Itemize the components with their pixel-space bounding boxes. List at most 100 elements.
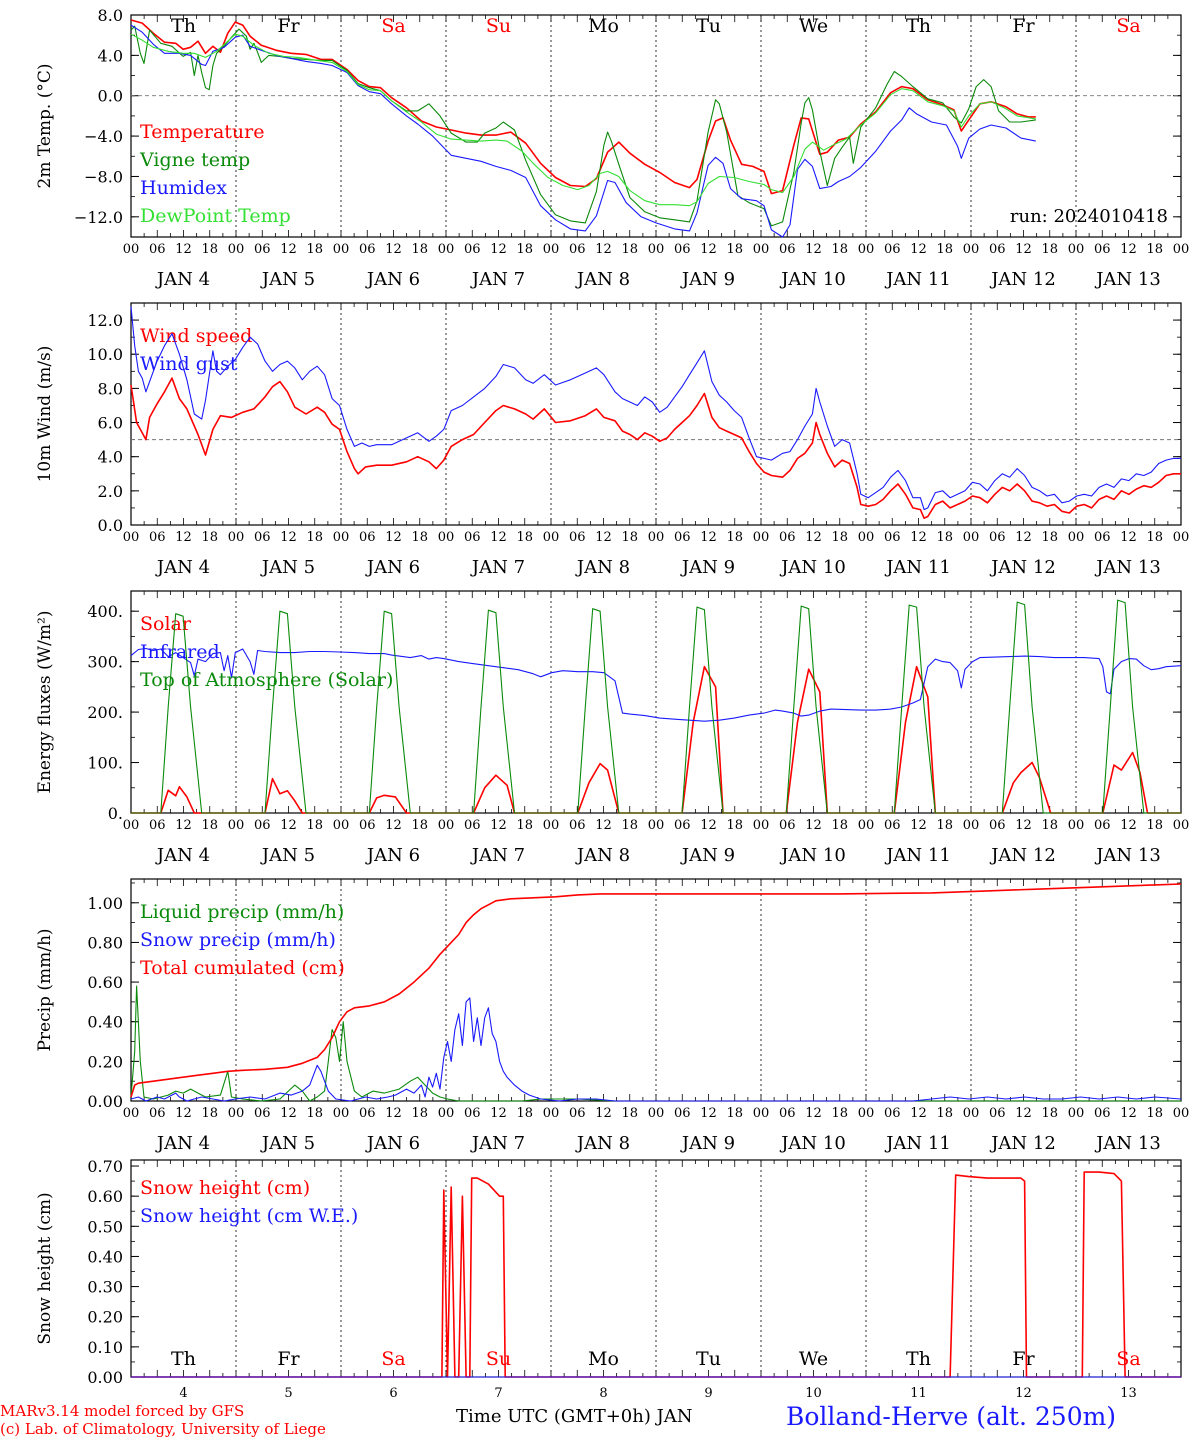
- hour-tick-label: 12: [280, 242, 297, 257]
- model-credit-line2: (c) Lab. of Climatology, University of L…: [0, 1420, 326, 1438]
- date-label: JAN 5: [260, 845, 315, 866]
- date-label: JAN 8: [575, 1133, 630, 1154]
- y-tick-label: 0.00: [87, 1092, 123, 1111]
- legend-entry: Snow precip (mm/h): [140, 929, 336, 951]
- date-label: JAN 4: [155, 269, 210, 290]
- hour-tick-label: 00: [648, 1106, 665, 1121]
- legend-entry: Snow height (cm W.E.): [140, 1205, 358, 1227]
- hour-tick-label: 00: [858, 1106, 875, 1121]
- hour-tick-label: 18: [201, 242, 218, 257]
- y-tick-label: 10.0: [87, 345, 123, 364]
- weekday-label: Su: [486, 15, 511, 37]
- hour-tick-label: 18: [201, 530, 218, 545]
- date-label: JAN 13: [1094, 269, 1161, 290]
- hour-tick-label: 06: [674, 818, 691, 833]
- legend-entry: Temperature: [140, 121, 264, 143]
- date-label: JAN 10: [779, 269, 846, 290]
- hour-tick-label: 06: [674, 1106, 691, 1121]
- hour-tick-label: 18: [726, 1106, 743, 1121]
- hour-tick-label: 12: [1120, 242, 1137, 257]
- hour-tick-label: 00: [1068, 242, 1085, 257]
- hour-tick-label: 00: [963, 1106, 980, 1121]
- y-axis-title: 10m Wind (m/s): [35, 346, 55, 483]
- date-label: JAN 4: [155, 1133, 210, 1154]
- hour-tick-label: 00: [123, 818, 140, 833]
- station-name: Bolland-Herve (alt. 250m): [786, 1402, 1117, 1431]
- hour-tick-label: 06: [779, 818, 796, 833]
- hour-tick-label: 00: [1173, 818, 1190, 833]
- hour-tick-label: 06: [359, 818, 376, 833]
- hour-tick-label: 12: [805, 818, 822, 833]
- hour-tick-label: 00: [228, 530, 245, 545]
- date-label: JAN 6: [365, 557, 420, 578]
- series-line-total-cumulated-cm: [130, 883, 1182, 1098]
- weekday-label: Th: [906, 15, 931, 37]
- hour-tick-label: 12: [805, 242, 822, 257]
- y-tick-label: 0.20: [87, 1052, 123, 1071]
- hour-tick-label: 00: [123, 242, 140, 257]
- weekday-label: We: [799, 15, 828, 37]
- hour-tick-label: 06: [464, 242, 481, 257]
- hour-tick-label: 06: [569, 242, 586, 257]
- hour-tick-label: 18: [411, 242, 428, 257]
- hour-tick-label: 00: [438, 818, 455, 833]
- hour-tick-label: 00: [228, 242, 245, 257]
- hour-tick-label: 18: [1146, 1106, 1163, 1121]
- date-label: JAN 8: [575, 845, 630, 866]
- legend-entry: Humidex: [140, 177, 227, 199]
- hour-tick-label: 00: [753, 818, 770, 833]
- hour-tick-label: 00: [963, 530, 980, 545]
- hour-tick-label: 06: [359, 242, 376, 257]
- date-label: JAN 12: [989, 269, 1056, 290]
- hour-tick-label: 12: [700, 818, 717, 833]
- hour-tick-label: 06: [1094, 1106, 1111, 1121]
- legend-entry: Solar: [140, 613, 192, 635]
- hour-tick-label: 00: [753, 1106, 770, 1121]
- date-label: JAN 9: [680, 1133, 735, 1154]
- panel-4: 0.00 0.20 0.40 0.60 0.80 1.00 Precip (mm/h) 00 0…: [35, 878, 1189, 1154]
- hour-tick-label: 12: [910, 1106, 927, 1121]
- weekday-label: Mo: [588, 15, 619, 37]
- hour-tick-label: 18: [411, 1106, 428, 1121]
- date-label: JAN 7: [470, 269, 525, 290]
- series-line-liquid-precip-mm-h: [130, 985, 1181, 1102]
- date-label: JAN 5: [260, 1133, 315, 1154]
- day-number-label: 4: [179, 1386, 187, 1401]
- model-credit-line1: MARv3.14 model forced by GFS: [0, 1402, 245, 1420]
- y-tick-label: −12.0: [74, 208, 123, 227]
- hour-tick-label: 12: [910, 530, 927, 545]
- weekday-label: Fr: [277, 15, 300, 37]
- hour-tick-label: 12: [805, 1106, 822, 1121]
- weekday-label: Sa: [1116, 1348, 1140, 1370]
- run-label: run: 2024010418: [1010, 206, 1168, 227]
- hour-tick-label: 06: [569, 818, 586, 833]
- y-tick-label: 0.0: [98, 87, 123, 106]
- date-label: JAN 11: [884, 269, 951, 290]
- legend-entry: Snow height (cm): [140, 1177, 310, 1199]
- series-line-wind-gust: [130, 306, 1181, 511]
- date-label: JAN 7: [470, 1133, 525, 1154]
- hour-tick-label: 06: [1094, 242, 1111, 257]
- hour-tick-label: 18: [1146, 818, 1163, 833]
- date-label: JAN 11: [884, 557, 951, 578]
- hour-tick-label: 06: [569, 530, 586, 545]
- panel-1: −12.0 −8.0 −4.0 0.0 4.0 8.0 2m Temp. (°C) 00 06 1…: [35, 6, 1189, 290]
- hour-tick-label: 12: [385, 242, 402, 257]
- y-tick-label: 0.20: [87, 1308, 123, 1327]
- weekday-label: Sa: [1116, 15, 1140, 37]
- weekday-label: We: [799, 1348, 828, 1370]
- weekday-label: Fr: [1012, 15, 1035, 37]
- hour-tick-label: 00: [858, 530, 875, 545]
- hour-tick-label: 18: [1041, 818, 1058, 833]
- hour-tick-label: 06: [464, 530, 481, 545]
- date-label: JAN 11: [884, 845, 951, 866]
- hour-tick-label: 12: [595, 530, 612, 545]
- hour-tick-label: 12: [700, 242, 717, 257]
- weekday-label: Fr: [1012, 1348, 1035, 1370]
- hour-tick-label: 18: [831, 1106, 848, 1121]
- hour-tick-label: 18: [411, 818, 428, 833]
- hour-tick-label: 18: [411, 530, 428, 545]
- date-label: JAN 10: [779, 845, 846, 866]
- day-number-label: 12: [1015, 1386, 1032, 1401]
